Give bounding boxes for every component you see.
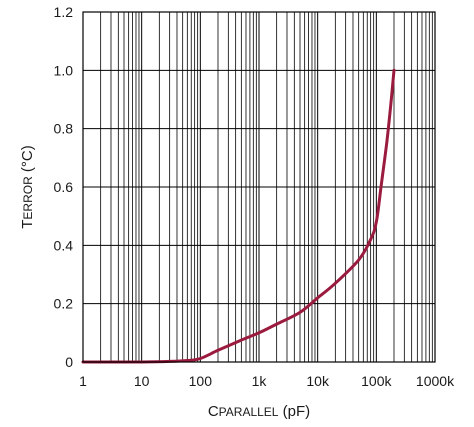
y-tick-label: 1.0 [54, 62, 74, 78]
series-line [81, 68, 396, 364]
x-tick-label: 10 [134, 373, 150, 389]
y-tick-label: 0.4 [54, 237, 74, 253]
x-tick-label: 1k [252, 373, 268, 389]
x-axis-title-unit: (pF) [278, 403, 310, 420]
y-tick-label: 0.6 [54, 179, 74, 195]
x-axis-title: CPARALLEL (pF) [208, 403, 310, 420]
y-axis-title: TERROR (°C) [19, 145, 36, 229]
x-tick-labels: 1 10 100 1k 10k 100k 1000k [79, 373, 455, 389]
x-tick-label: 100 [189, 373, 213, 389]
y-tick-label: 0.8 [54, 121, 74, 137]
y-axis-title-sub: ERROR [21, 176, 35, 220]
x-axis-title-main: C [208, 403, 219, 420]
y-axis-title-unit: (°C) [19, 145, 36, 176]
y-tick-labels: 0 0.2 0.4 0.6 0.8 1.0 1.2 [54, 4, 74, 370]
y-axis-title-main: T [19, 220, 36, 229]
plot-frame [82, 11, 436, 363]
series-layer [81, 68, 396, 364]
y-tick-label: 0 [65, 354, 73, 370]
y-tick-label: 1.2 [54, 4, 74, 20]
x-tick-label: 1 [79, 373, 87, 389]
x-tick-label: 100k [361, 373, 392, 389]
y-tick-label: 0.2 [54, 296, 74, 312]
x-tick-label: 1000k [416, 373, 455, 389]
x-axis-title-sub: PARALLEL [219, 405, 279, 419]
x-tick-label: 10k [306, 373, 330, 389]
